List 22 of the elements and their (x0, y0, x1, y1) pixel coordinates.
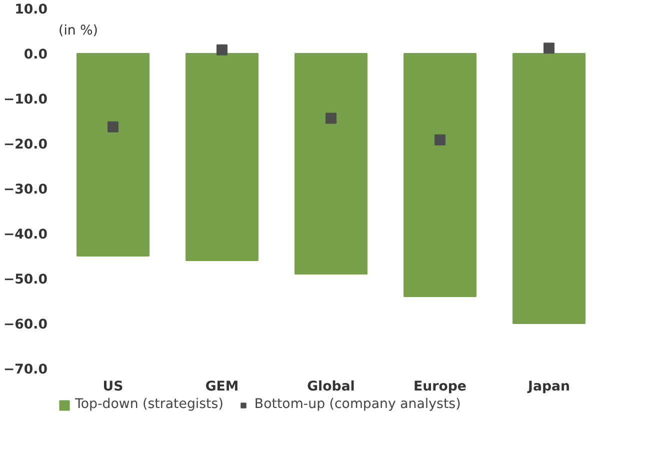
y-tick-label: −10.0 (3, 92, 48, 108)
y-tick-label: −50.0 (3, 272, 48, 288)
annotation: (in %) (58, 24, 98, 38)
y-tick-label: −30.0 (3, 182, 48, 198)
y-tick-label: 0.0 (24, 48, 48, 62)
x-tick-label: Europe (414, 380, 466, 394)
legend-label: Top-down (strategists) (75, 397, 224, 412)
y-tick-label: −20.0 (3, 138, 48, 152)
y-tick-label: 10.0 (14, 2, 48, 18)
point (434, 134, 446, 146)
y-tick-label: −70.0 (3, 362, 48, 378)
point (108, 121, 118, 132)
x-tick-label: Global (307, 380, 355, 394)
legend-label: Bottom-up (company analysts) (254, 397, 461, 412)
x-tick-label: US (102, 380, 124, 394)
y-tick-label: −60.0 (3, 318, 48, 332)
point (216, 44, 228, 56)
y-tick-label: −40.0 (3, 228, 48, 242)
point (544, 42, 554, 54)
x-tick-label: Japan (527, 380, 570, 394)
point (326, 112, 336, 124)
x-tick-label: GEM (205, 380, 239, 394)
